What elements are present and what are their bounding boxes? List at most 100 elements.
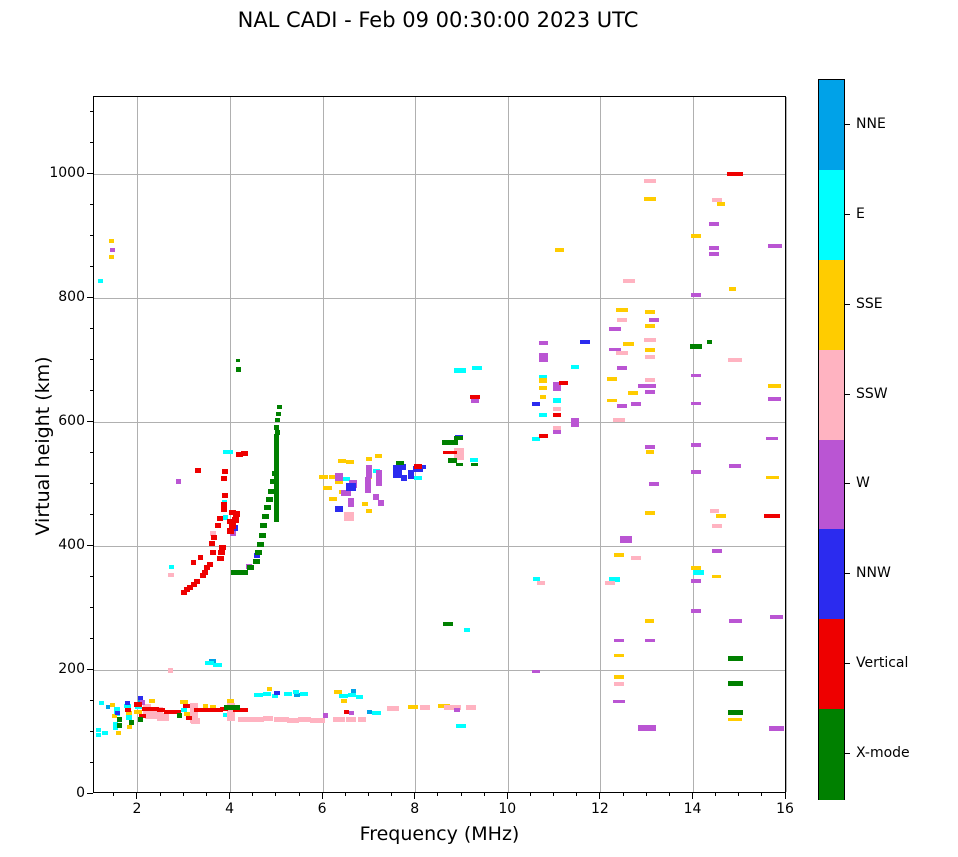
data-point-w — [709, 251, 720, 256]
data-point-vertical — [414, 464, 423, 470]
data-point-ssw — [333, 717, 346, 723]
data-point-x-mode — [454, 435, 464, 440]
x-tick-label: 2 — [132, 801, 142, 817]
x-gridline — [600, 97, 602, 792]
data-point-nnw — [273, 691, 280, 695]
colorbar-segment-e — [819, 169, 844, 261]
data-point-sse — [361, 502, 368, 507]
data-point-vertical — [220, 506, 227, 512]
data-point-ssw — [168, 572, 175, 577]
data-point-vertical — [221, 492, 228, 498]
data-point-nne — [294, 692, 301, 697]
data-point-vertical — [216, 556, 224, 562]
y-minor-tick — [90, 141, 93, 143]
data-point-sse — [227, 699, 235, 704]
data-point-sse — [108, 239, 114, 244]
data-point-sse — [690, 565, 701, 570]
data-point-e — [532, 436, 541, 441]
data-point-nne — [105, 705, 110, 710]
x-gridline — [507, 97, 509, 792]
y-major-tick — [87, 668, 93, 670]
data-point-nnw — [114, 711, 120, 716]
data-point-w — [229, 531, 236, 537]
data-point-sse — [614, 674, 625, 679]
data-point-e — [355, 694, 363, 699]
data-point-x-mode — [275, 411, 281, 416]
data-point-x-mode — [727, 680, 743, 686]
data-point-w — [620, 536, 633, 544]
data-point-e — [262, 691, 271, 696]
data-point-vertical — [139, 713, 147, 718]
colorbar-segment-ssw — [819, 349, 844, 440]
data-point-vertical — [195, 468, 202, 474]
data-point-w — [608, 348, 621, 352]
data-point-ssw — [466, 705, 477, 711]
x-minor-tick — [715, 793, 717, 796]
data-point-vertical — [343, 709, 349, 714]
data-point-x-mode — [689, 344, 702, 350]
data-point-vertical — [149, 707, 160, 712]
data-point-sse — [765, 475, 779, 479]
data-point-vertical — [538, 433, 548, 438]
data-point-w — [538, 352, 548, 362]
y-major-tick — [87, 296, 93, 298]
data-point-e — [299, 692, 308, 697]
data-point-nne — [366, 709, 372, 714]
data-point-ssw — [630, 555, 641, 560]
x-tick-label: 6 — [317, 801, 327, 817]
data-point-sse — [318, 474, 328, 479]
data-point-x-mode — [275, 430, 281, 436]
data-point-sse — [539, 377, 548, 383]
data-point-e — [101, 731, 108, 736]
data-point-w — [709, 222, 720, 226]
data-point-vertical — [186, 585, 193, 591]
data-point-ssw — [298, 717, 312, 723]
data-point-w — [768, 396, 781, 401]
data-point-x-mode — [270, 478, 278, 484]
data-point-w — [365, 477, 372, 486]
x-major-tick — [784, 793, 786, 799]
data-point-nnw — [345, 483, 356, 492]
data-point-w — [644, 445, 655, 450]
x-minor-tick — [205, 793, 207, 796]
x-minor-tick — [761, 793, 763, 796]
data-point-e — [124, 704, 132, 709]
x-axis-label: Frequency (MHz) — [359, 823, 520, 845]
data-point-vertical — [204, 565, 211, 571]
data-point-sse — [554, 248, 564, 253]
data-point-sse — [644, 347, 655, 352]
data-point-w — [690, 608, 701, 613]
data-point-e — [222, 514, 228, 520]
colorbar-segment-nnw — [819, 529, 844, 620]
x-tick-label: 14 — [683, 801, 702, 817]
data-point-sse — [628, 391, 639, 396]
data-point-vertical — [206, 561, 213, 567]
data-point-nnw — [401, 475, 408, 482]
data-point-x-mode — [470, 462, 478, 466]
data-point-sse — [366, 509, 373, 514]
data-point-sse — [375, 454, 383, 459]
data-point-x-mode — [266, 497, 274, 503]
data-point-ssw — [189, 703, 198, 724]
data-point-sse — [712, 575, 722, 579]
y-tick-label: 600 — [58, 413, 85, 430]
data-point-x-mode — [137, 717, 143, 723]
data-point-vertical — [191, 559, 197, 565]
data-point-w — [378, 499, 384, 506]
data-point-w — [770, 615, 784, 620]
data-point-sse — [614, 553, 625, 558]
data-point-ssw — [157, 712, 170, 721]
colorbar-label-vertical: Vertical — [856, 655, 909, 672]
data-point-x-mode — [443, 621, 454, 626]
x-minor-tick — [344, 793, 346, 796]
y-minor-tick — [90, 327, 93, 329]
data-point-w — [644, 389, 655, 394]
data-point-w — [375, 470, 382, 479]
data-point-sse — [615, 307, 628, 312]
data-point-vertical — [194, 708, 207, 713]
data-point-nnw — [335, 506, 344, 512]
data-point-w — [176, 478, 182, 484]
data-point-e — [284, 691, 293, 696]
data-point-x-mode — [264, 505, 272, 511]
data-point-sse — [607, 376, 618, 381]
